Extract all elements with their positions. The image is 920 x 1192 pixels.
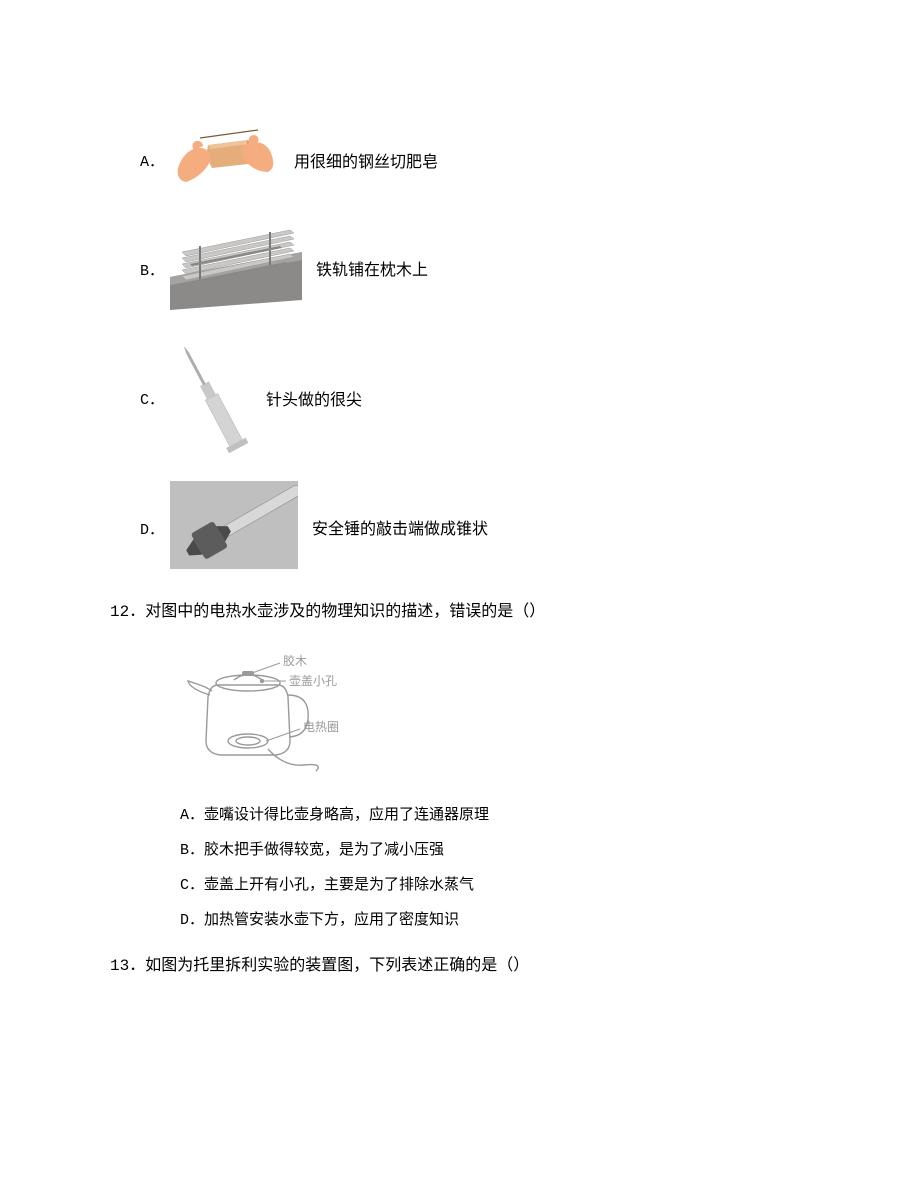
q12-opt-a: A．壶嘴设计得比壶身略高，应用了连通器原理: [180, 802, 860, 829]
label-hole: 壶盖小孔: [289, 673, 337, 688]
option-c-text: 针头做的很尖: [266, 387, 362, 416]
question-12-text: 对图中的电热水壶涉及的物理知识的描述，错误的是（）: [145, 603, 545, 621]
option-b-label: B．: [140, 258, 170, 285]
option-a-text: 用很细的钢丝切肥皂: [294, 149, 438, 178]
soap-wire-image: [170, 120, 280, 206]
needle-image: [170, 337, 252, 466]
option-a-label: A．: [140, 149, 170, 176]
q12-opt-b: B．胶木把手做得较宽，是为了减小压强: [180, 837, 860, 864]
question-13-line: 13．如图为托里拆利实验的装置图，下列表述正确的是（）: [110, 952, 860, 981]
option-d-row: D． 安全锤的敲击端做成锥状: [140, 481, 860, 580]
option-c-label: C．: [140, 387, 170, 414]
railway-image: [170, 222, 302, 321]
label-coil: 电热圈: [303, 720, 339, 734]
option-b-row: B． 铁轨铺在枕木上: [140, 222, 860, 321]
question-12-number: 12．: [110, 603, 145, 621]
option-b-text: 铁轨铺在枕木上: [316, 257, 428, 286]
kettle-diagram: 胶木 壶盖小孔 电热圈: [180, 637, 860, 788]
q12-opt-d: D．加热管安装水壶下方，应用了密度知识: [180, 907, 860, 934]
option-d-label: D．: [140, 517, 170, 544]
q12-opt-c: C．壶盖上开有小孔，主要是为了排除水蒸气: [180, 872, 860, 899]
question-13-text: 如图为托里拆利实验的装置图，下列表述正确的是（）: [145, 957, 529, 975]
question-12-line: 12．对图中的电热水壶涉及的物理知识的描述，错误的是（）: [110, 598, 860, 627]
question-13-number: 13．: [110, 957, 145, 975]
option-a-row: A． 用很细的钢丝切肥皂: [140, 120, 860, 206]
option-c-row: C． 针头做的很尖: [140, 337, 860, 466]
hammer-image: [170, 481, 298, 580]
label-jiaom: 胶木: [283, 653, 307, 668]
option-d-text: 安全锤的敲击端做成锥状: [312, 516, 488, 545]
